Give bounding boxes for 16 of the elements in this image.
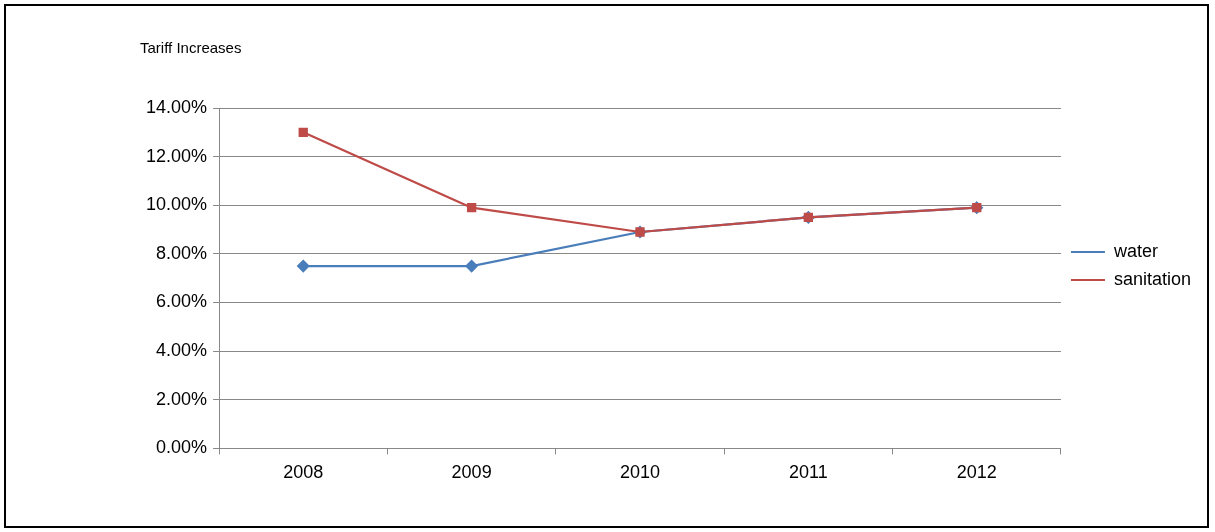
y-tick-label: 14.00% [145,96,208,117]
x-tick-label: 2009 [451,462,492,483]
y-tick-label: 8.00% [156,242,208,263]
legend-label: water [1112,240,1158,261]
x-tick-label: 2011 [789,462,828,483]
x-tick-label: 2012 [956,462,997,483]
y-tick-label: 10.00% [145,194,208,215]
x-tick-label: 2010 [619,462,661,483]
x-tick-label: 2008 [283,462,324,483]
y-tick-label: 2.00% [156,388,208,409]
y-tick-label: 12.00% [145,145,208,166]
legend-label: sanitation [1113,268,1192,289]
y-tick-label: 6.00% [156,291,208,312]
chart-title: Tariff Increases [140,39,242,57]
y-tick-label: 4.00% [156,340,208,361]
y-tick-label: 0.00% [156,437,208,458]
